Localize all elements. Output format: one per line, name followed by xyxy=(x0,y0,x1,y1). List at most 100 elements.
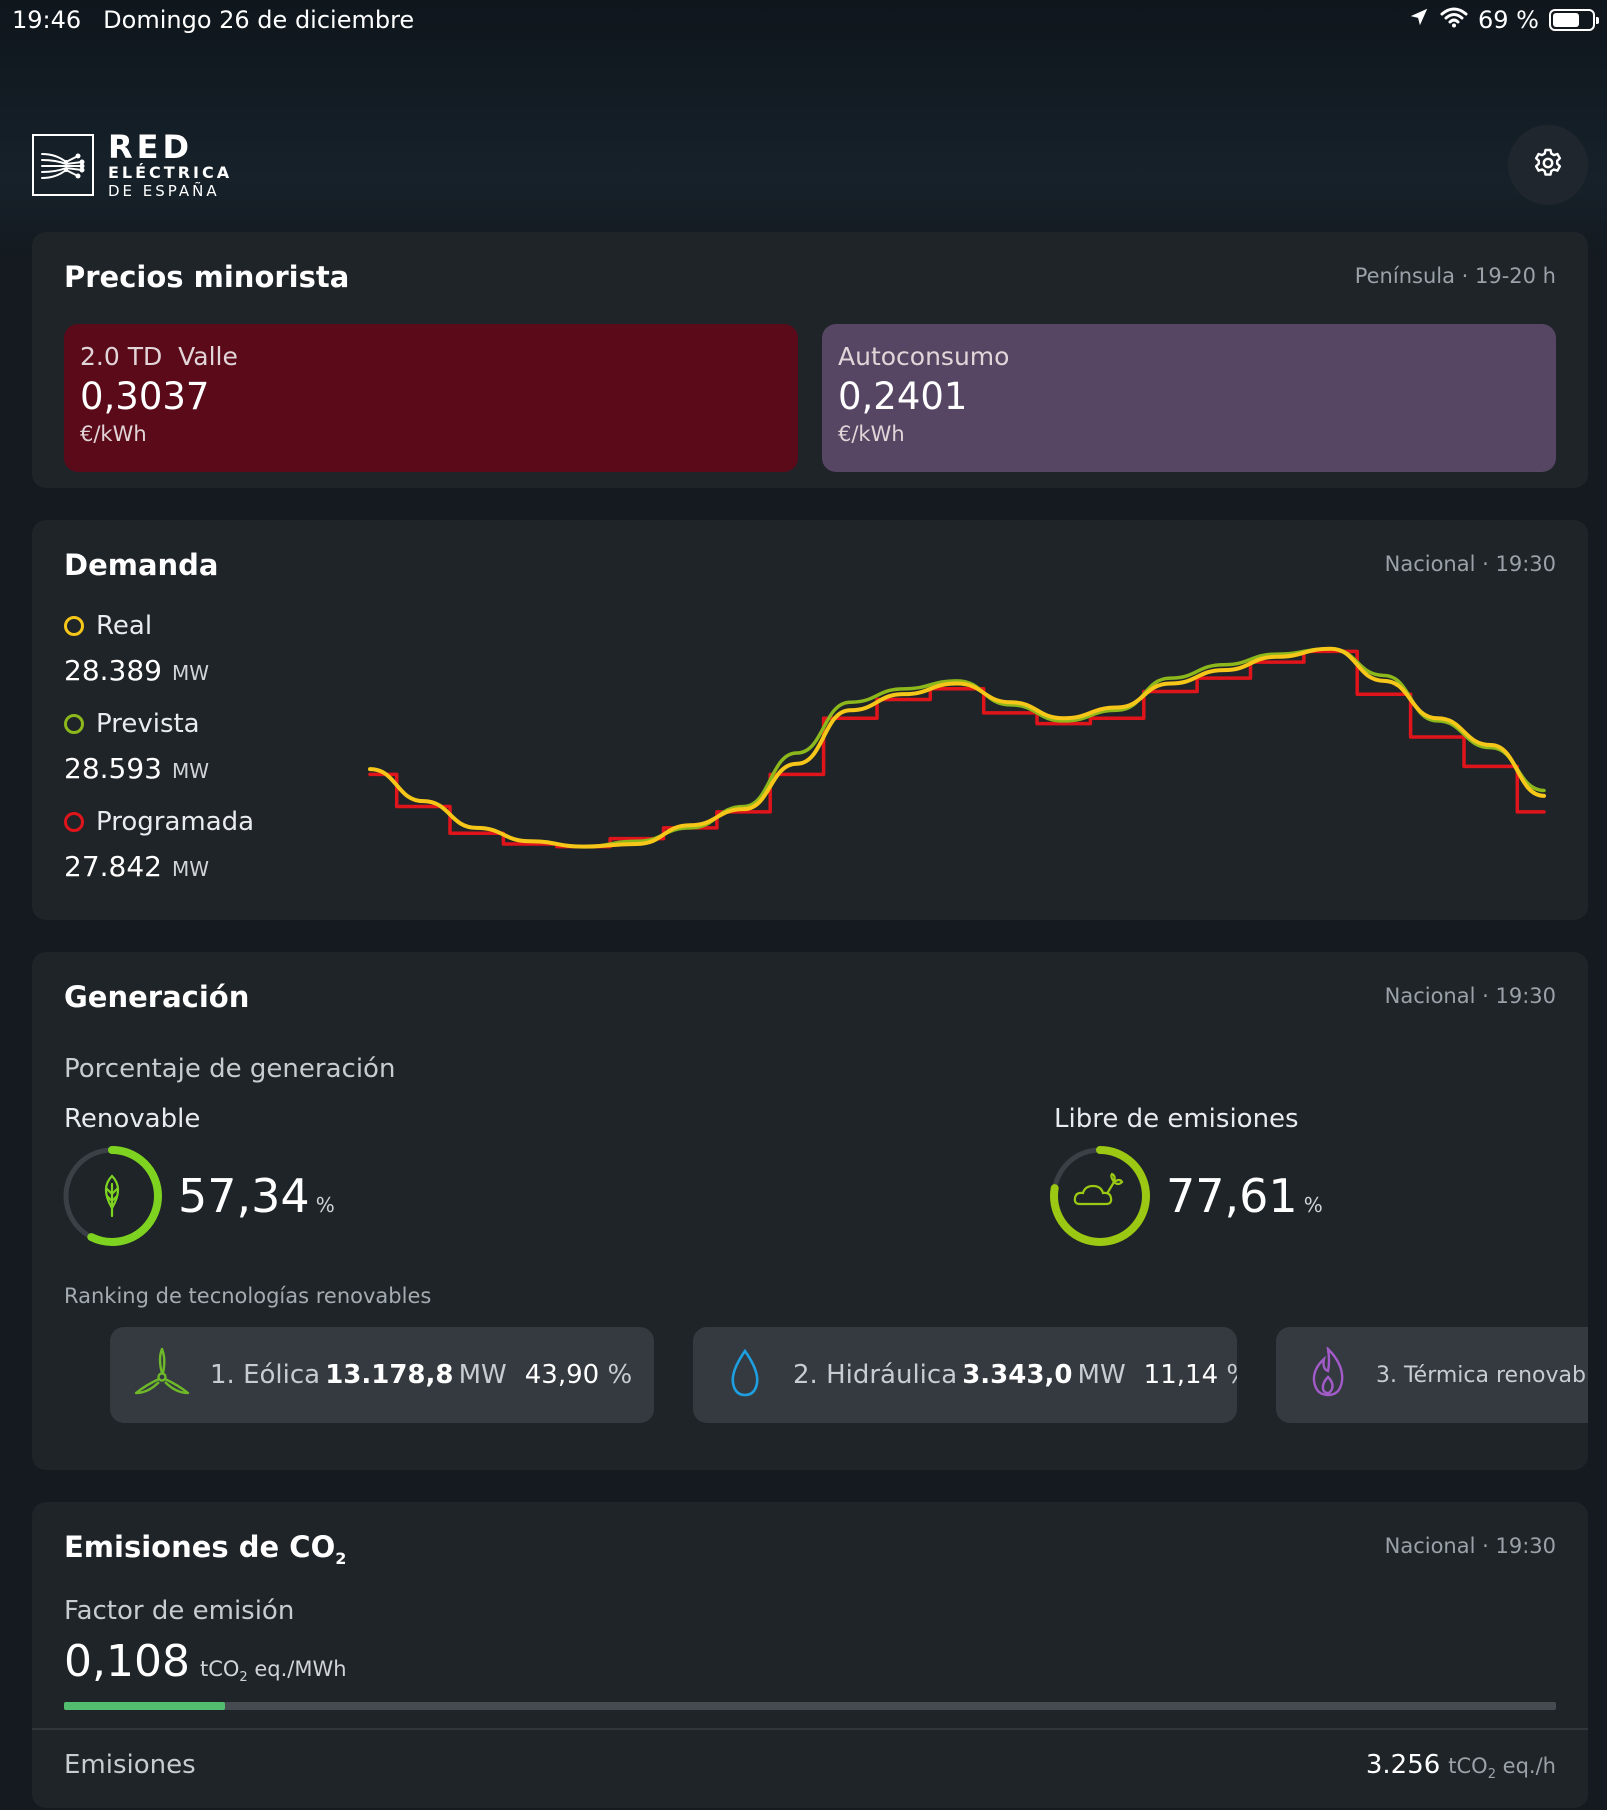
renovable-value: 57,34 xyxy=(178,1169,310,1223)
libre-emisiones-value: 77,61 xyxy=(1166,1169,1298,1223)
real-value: 28.389 xyxy=(64,654,162,687)
emisiones-unit-a: tCO xyxy=(1448,1754,1488,1778)
ranking-title: Ranking de tecnologías renovables xyxy=(64,1284,432,1308)
programada-unit: MW xyxy=(171,857,210,881)
settings-button[interactable] xyxy=(1508,125,1588,205)
emisiones-unit-sub: 2 xyxy=(1487,1767,1496,1783)
emisiones-title-sub: 2 xyxy=(335,1548,347,1568)
emisiones-unit-b: eq./h xyxy=(1496,1754,1556,1778)
emisiones-label: Emisiones xyxy=(64,1750,196,1780)
app-header: RED ELÉCTRICA DE ESPAÑA xyxy=(32,120,1588,210)
autoconsumo-unit: €/kWh xyxy=(838,422,905,446)
ranking-item-hidraulica[interactable]: 2. Hidráulica 3.343,0 MW 11,14 % xyxy=(693,1327,1237,1423)
demanda-meta: Nacional · 19:30 xyxy=(1384,552,1556,576)
generacion-subtitle: Porcentaje de generación xyxy=(64,1054,396,1084)
factor-unit-a: tCO xyxy=(199,1657,240,1681)
demanda-line-chart[interactable] xyxy=(362,630,1572,870)
precios-title: Precios minorista xyxy=(64,260,350,294)
water-drop-icon xyxy=(715,1347,775,1403)
status-time: 19:46 xyxy=(12,6,82,34)
factor-progress-fill xyxy=(64,1702,226,1710)
factor-unit: tCO2 eq./MWh xyxy=(200,1657,347,1685)
tarifa-unit: €/kWh xyxy=(80,422,147,446)
emisiones-value-row: 3.256 tCO2 eq./h xyxy=(1366,1750,1556,1782)
demanda-title: Demanda xyxy=(64,548,219,582)
precios-card: Precios minorista Península · 19-20 h 2.… xyxy=(32,232,1588,488)
factor-unit-sub: 2 xyxy=(239,1670,248,1686)
battery-level xyxy=(1553,13,1580,27)
renovable-unit: % xyxy=(315,1193,335,1217)
emisiones-value: 3.256 xyxy=(1365,1750,1441,1780)
emisiones-title: Emisiones de CO2 xyxy=(64,1530,346,1568)
hidraulica-unit: MW xyxy=(1077,1360,1126,1390)
libre-emisiones-unit: % xyxy=(1303,1193,1323,1217)
logo-mark-icon xyxy=(32,134,94,196)
programada-legend-marker xyxy=(64,812,84,832)
demanda-card[interactable]: Demanda Nacional · 19:30 Real 28.389 MW … xyxy=(32,520,1588,920)
demanda-series-real xyxy=(368,646,1546,849)
emisiones-meta: Nacional · 19:30 xyxy=(1384,1534,1556,1558)
status-date: Domingo 26 de diciembre xyxy=(103,6,415,34)
renovable-gauge[interactable]: 57,34% xyxy=(60,1144,335,1248)
prevista-legend-marker xyxy=(64,714,84,734)
gear-icon xyxy=(1532,147,1564,183)
ranking-item-termica[interactable]: 3. Térmica renovable xyxy=(1276,1327,1588,1423)
generacion-card: Generación Nacional · 19:30 Porcentaje d… xyxy=(32,952,1588,1470)
prevista-value: 28.593 xyxy=(64,752,162,785)
demanda-legend: Real 28.389 MW Prevista 28.593 MW Progra… xyxy=(64,606,254,900)
renovable-ring xyxy=(62,1146,162,1246)
eolica-unit: MW xyxy=(458,1360,507,1390)
tarifa-price-card[interactable]: 2.0 TD Valle 0,3037 €/kWh xyxy=(64,324,798,472)
autoconsumo-label: Autoconsumo xyxy=(838,342,1010,371)
emisiones-unit: tCO2 eq./h xyxy=(1448,1754,1556,1782)
battery-icon xyxy=(1549,9,1599,31)
generacion-title: Generación xyxy=(64,980,250,1014)
factor-value: 0,108 xyxy=(64,1636,190,1687)
factor-label: Factor de emisión xyxy=(64,1596,295,1626)
eolica-pct: 43,90 xyxy=(524,1360,600,1390)
factor-value-row: 0,108 tCO2 eq./MWh xyxy=(64,1636,347,1687)
red-electrica-logo: RED ELÉCTRICA DE ESPAÑA xyxy=(32,131,232,199)
location-icon xyxy=(1408,6,1430,34)
tarifa-value: 0,3037 xyxy=(80,375,210,418)
hidraulica-mw: 3.343,0 xyxy=(962,1360,1073,1390)
real-legend-marker xyxy=(64,616,84,636)
wifi-icon xyxy=(1440,6,1468,34)
demanda-series-prevista xyxy=(368,646,1546,849)
programada-value: 27.842 xyxy=(64,850,162,883)
prevista-label: Prevista xyxy=(96,709,200,739)
logo-electrica: ELÉCTRICA xyxy=(108,163,233,182)
logo-red: RED xyxy=(108,128,194,166)
logo-espana: DE ESPAÑA xyxy=(108,182,220,200)
eolica-pct-unit: % xyxy=(607,1360,633,1390)
renovable-label: Renovable xyxy=(64,1104,201,1134)
factor-unit-b: eq./MWh xyxy=(247,1657,347,1681)
emisiones-card[interactable]: Emisiones de CO2 Nacional · 19:30 Factor… xyxy=(32,1502,1588,1808)
factor-progress-bar xyxy=(64,1702,1556,1710)
prevista-unit: MW xyxy=(171,759,210,783)
termica-name: 3. Térmica renovable xyxy=(1376,1362,1588,1388)
generacion-meta: Nacional · 19:30 xyxy=(1384,984,1556,1008)
emisiones-divider xyxy=(32,1728,1588,1730)
wind-turbine-icon xyxy=(132,1347,192,1403)
status-bar: 19:46 Domingo 26 de diciembre 69 % xyxy=(0,0,1607,40)
precios-meta: Península · 19-20 h xyxy=(1354,264,1556,288)
autoconsumo-price-card[interactable]: Autoconsumo 0,2401 €/kWh xyxy=(822,324,1556,472)
leaf-icon xyxy=(104,1174,120,1218)
real-label: Real xyxy=(96,611,153,641)
cloud-sprout-icon xyxy=(1073,1172,1124,1206)
tarifa-label: 2.0 TD Valle xyxy=(80,342,238,371)
emisiones-title-text: Emisiones de CO xyxy=(64,1530,336,1564)
hidraulica-pct: 11,14 xyxy=(1143,1360,1219,1390)
autoconsumo-value: 0,2401 xyxy=(838,375,968,418)
eolica-mw: 13.178,8 xyxy=(325,1360,454,1390)
libre-emisiones-label: Libre de emisiones xyxy=(1054,1104,1299,1134)
libre-emisiones-gauge[interactable]: 77,61% xyxy=(1048,1144,1323,1248)
battery-percent: 69 % xyxy=(1478,6,1539,34)
flame-icon xyxy=(1298,1345,1358,1403)
libre-emisiones-ring xyxy=(1050,1146,1150,1246)
ranking-item-eolica[interactable]: 1. Eólica 13.178,8 MW 43,90 % xyxy=(110,1327,654,1423)
real-unit: MW xyxy=(171,661,210,685)
programada-label: Programada xyxy=(96,807,255,837)
hidraulica-name: 2. Hidráulica xyxy=(793,1360,958,1390)
